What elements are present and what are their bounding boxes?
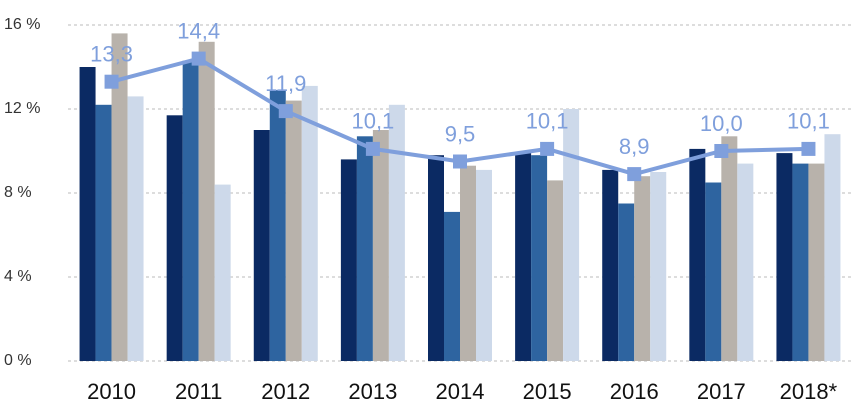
- bar: [531, 155, 548, 361]
- data-label: 10,0: [700, 111, 743, 136]
- x-tick-label: 2013: [348, 379, 397, 404]
- data-label: 8,9: [619, 134, 650, 159]
- marker: [278, 104, 293, 119]
- bar: [824, 134, 841, 361]
- bar: [79, 67, 96, 361]
- marker: [365, 141, 380, 156]
- bar: [127, 96, 144, 362]
- data-label: 14,4: [177, 18, 220, 43]
- data-label: 10,1: [351, 109, 394, 134]
- bar: [547, 180, 564, 361]
- bar: [428, 155, 444, 361]
- y-tick-label: 12 %: [4, 100, 40, 117]
- bar: [214, 184, 231, 361]
- bar: [602, 169, 619, 361]
- marker: [104, 74, 119, 89]
- bar: [388, 104, 405, 362]
- data-label: 13,3: [90, 42, 133, 67]
- bar: [372, 130, 389, 361]
- bar: [253, 130, 270, 361]
- data-label: 11,9: [265, 71, 306, 96]
- bar: [95, 104, 112, 362]
- bar: [285, 100, 302, 361]
- marker: [191, 51, 206, 66]
- bar: [340, 159, 357, 361]
- bar: [650, 172, 667, 361]
- marker: [714, 144, 729, 158]
- bar: [563, 109, 580, 361]
- data-label: 9,5: [445, 121, 476, 146]
- bar: [444, 211, 460, 361]
- bar: [356, 136, 373, 361]
- bar: [476, 169, 492, 361]
- bar: [808, 163, 825, 361]
- x-tick-label: 2010: [87, 379, 136, 404]
- y-tick-label: 4 %: [4, 268, 32, 285]
- bar: [182, 60, 199, 361]
- marker: [627, 167, 642, 182]
- y-tick-label: 16 %: [4, 16, 40, 33]
- y-tick-label: 8 %: [4, 184, 32, 201]
- marker: [540, 141, 555, 156]
- x-tick-label: 2018*: [780, 379, 838, 404]
- bar: [689, 148, 706, 361]
- bar: [198, 41, 215, 362]
- x-tick-label: 2016: [610, 379, 659, 404]
- bar: [737, 163, 754, 361]
- data-label: 10,1: [526, 109, 569, 134]
- x-tick-label: 2012: [261, 379, 310, 404]
- x-tick-label: 2014: [436, 379, 485, 404]
- bar: [705, 182, 722, 361]
- marker: [801, 141, 816, 156]
- y-tick-label: 0 %: [4, 352, 32, 369]
- bar: [618, 203, 635, 361]
- x-tick-label: 2017: [697, 379, 746, 404]
- bar: [460, 165, 476, 361]
- bar: [301, 85, 318, 362]
- bar: [111, 33, 128, 362]
- bar: [269, 90, 286, 361]
- data-label: 10,1: [787, 109, 830, 134]
- x-tick-label: 2011: [175, 379, 222, 404]
- bar: [515, 153, 532, 361]
- bar: [166, 115, 183, 361]
- bar: [792, 163, 809, 361]
- marker: [453, 154, 467, 169]
- bar: [776, 153, 793, 361]
- bar: [634, 176, 651, 361]
- bar: [721, 136, 738, 361]
- x-tick-label: 2015: [523, 379, 572, 404]
